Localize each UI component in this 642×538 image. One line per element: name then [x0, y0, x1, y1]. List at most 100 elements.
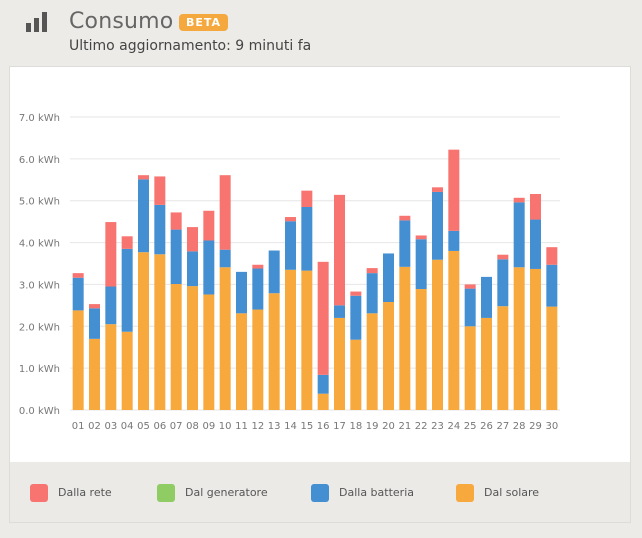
- bar-solare-05[interactable]: [138, 252, 149, 410]
- x-tick-label: 14: [284, 421, 297, 432]
- y-tick-label: 2.0 kWh: [19, 322, 60, 333]
- bar-rete-18[interactable]: [350, 291, 362, 296]
- bar-batteria-06[interactable]: [154, 204, 166, 255]
- bar-solare-06[interactable]: [154, 254, 166, 410]
- bar-solare-20[interactable]: [383, 302, 394, 410]
- bar-rete-01[interactable]: [72, 273, 84, 278]
- bar-solare-27[interactable]: [497, 306, 509, 410]
- bar-solare-01[interactable]: [72, 310, 84, 410]
- bar-solare-08[interactable]: [187, 286, 198, 410]
- bar-rete-30[interactable]: [546, 247, 558, 265]
- x-tick-label: 10: [219, 421, 232, 432]
- bar-solare-16[interactable]: [317, 393, 329, 410]
- bar-solare-15[interactable]: [301, 270, 313, 410]
- bar-batteria-23[interactable]: [432, 191, 443, 260]
- bar-batteria-22[interactable]: [415, 239, 427, 290]
- bar-batteria-26[interactable]: [481, 276, 492, 318]
- bar-rete-09[interactable]: [203, 210, 215, 241]
- bar-solare-30[interactable]: [546, 306, 558, 410]
- bar-batteria-04[interactable]: [121, 248, 133, 332]
- bar-solare-13[interactable]: [268, 293, 280, 410]
- bar-batteria-15[interactable]: [301, 206, 313, 271]
- bar-rete-02[interactable]: [89, 304, 100, 309]
- bar-batteria-18[interactable]: [350, 295, 362, 340]
- bar-solare-11[interactable]: [236, 313, 247, 410]
- bar-rete-22[interactable]: [415, 235, 427, 240]
- bar-rete-16[interactable]: [317, 261, 329, 375]
- bar-batteria-24[interactable]: [448, 230, 460, 251]
- bar-rete-03[interactable]: [105, 222, 117, 287]
- bar-batteria-17[interactable]: [334, 305, 345, 318]
- bars: [72, 149, 558, 410]
- bar-batteria-09[interactable]: [203, 240, 215, 295]
- x-tick-label: 06: [153, 421, 166, 432]
- bar-rete-12[interactable]: [252, 264, 264, 269]
- bar-solare-10[interactable]: [219, 267, 231, 410]
- bar-rete-08[interactable]: [187, 227, 198, 252]
- bar-rete-10[interactable]: [219, 175, 231, 250]
- bar-solare-09[interactable]: [203, 294, 215, 410]
- bar-batteria-21[interactable]: [399, 220, 411, 267]
- bar-batteria-27[interactable]: [497, 259, 509, 307]
- bar-rete-23[interactable]: [432, 187, 443, 192]
- x-tick-label: 09: [202, 421, 215, 432]
- bar-batteria-16[interactable]: [317, 374, 329, 394]
- x-tick-label: 11: [235, 421, 248, 432]
- x-tick-label: 29: [529, 421, 542, 432]
- bar-solare-28[interactable]: [513, 267, 525, 410]
- bar-solare-21[interactable]: [399, 266, 411, 410]
- bar-solare-04[interactable]: [121, 331, 133, 410]
- bar-chart-icon[interactable]: [26, 12, 48, 32]
- bar-batteria-13[interactable]: [268, 250, 280, 294]
- bar-batteria-08[interactable]: [187, 251, 198, 287]
- bar-rete-07[interactable]: [170, 212, 182, 230]
- bar-solare-19[interactable]: [366, 313, 378, 410]
- bar-batteria-14[interactable]: [285, 221, 296, 270]
- bar-rete-21[interactable]: [399, 215, 411, 221]
- y-tick-label: 6.0 kWh: [19, 155, 60, 166]
- bar-batteria-01[interactable]: [72, 277, 84, 311]
- legend-label: Dal generatore: [185, 486, 268, 499]
- bar-batteria-19[interactable]: [366, 273, 378, 314]
- bar-batteria-25[interactable]: [464, 288, 476, 327]
- bar-rete-24[interactable]: [448, 149, 460, 231]
- legend-label: Dalla rete: [58, 486, 112, 499]
- bar-solare-22[interactable]: [415, 289, 427, 410]
- bar-rete-04[interactable]: [121, 236, 133, 249]
- bar-solare-26[interactable]: [481, 317, 492, 410]
- bar-solare-14[interactable]: [285, 269, 296, 410]
- bar-batteria-07[interactable]: [170, 229, 182, 285]
- bar-solare-02[interactable]: [89, 338, 100, 410]
- bar-batteria-03[interactable]: [105, 286, 117, 325]
- bar-rete-17[interactable]: [334, 194, 345, 306]
- bar-rete-15[interactable]: [301, 190, 313, 207]
- bar-solare-12[interactable]: [252, 309, 264, 410]
- header: Consumo BETA Ultimo aggiornamento: 9 min…: [0, 0, 642, 60]
- bar-solare-23[interactable]: [432, 259, 443, 410]
- x-tick-label: 08: [186, 421, 199, 432]
- bar-solare-17[interactable]: [334, 317, 345, 410]
- bar-solare-25[interactable]: [464, 326, 476, 410]
- bar-solare-18[interactable]: [350, 339, 362, 410]
- bar-batteria-30[interactable]: [546, 264, 558, 307]
- bar-rete-28[interactable]: [513, 197, 525, 203]
- bar-batteria-10[interactable]: [219, 249, 231, 268]
- bar-rete-06[interactable]: [154, 176, 166, 205]
- bar-batteria-12[interactable]: [252, 268, 264, 310]
- bar-rete-19[interactable]: [366, 268, 378, 274]
- bar-rete-14[interactable]: [285, 217, 296, 222]
- bar-batteria-11[interactable]: [236, 271, 247, 314]
- bar-rete-27[interactable]: [497, 254, 509, 260]
- bar-solare-24[interactable]: [448, 250, 460, 410]
- bar-solare-03[interactable]: [105, 324, 117, 410]
- bar-rete-25[interactable]: [464, 284, 476, 289]
- bar-batteria-20[interactable]: [383, 253, 394, 303]
- bar-rete-05[interactable]: [138, 175, 149, 180]
- bar-solare-29[interactable]: [530, 268, 541, 410]
- bar-solare-07[interactable]: [170, 284, 182, 410]
- bar-rete-29[interactable]: [530, 194, 541, 220]
- bar-batteria-29[interactable]: [530, 219, 541, 269]
- bar-batteria-28[interactable]: [513, 202, 525, 268]
- bar-batteria-05[interactable]: [138, 179, 149, 253]
- bar-batteria-02[interactable]: [89, 308, 100, 339]
